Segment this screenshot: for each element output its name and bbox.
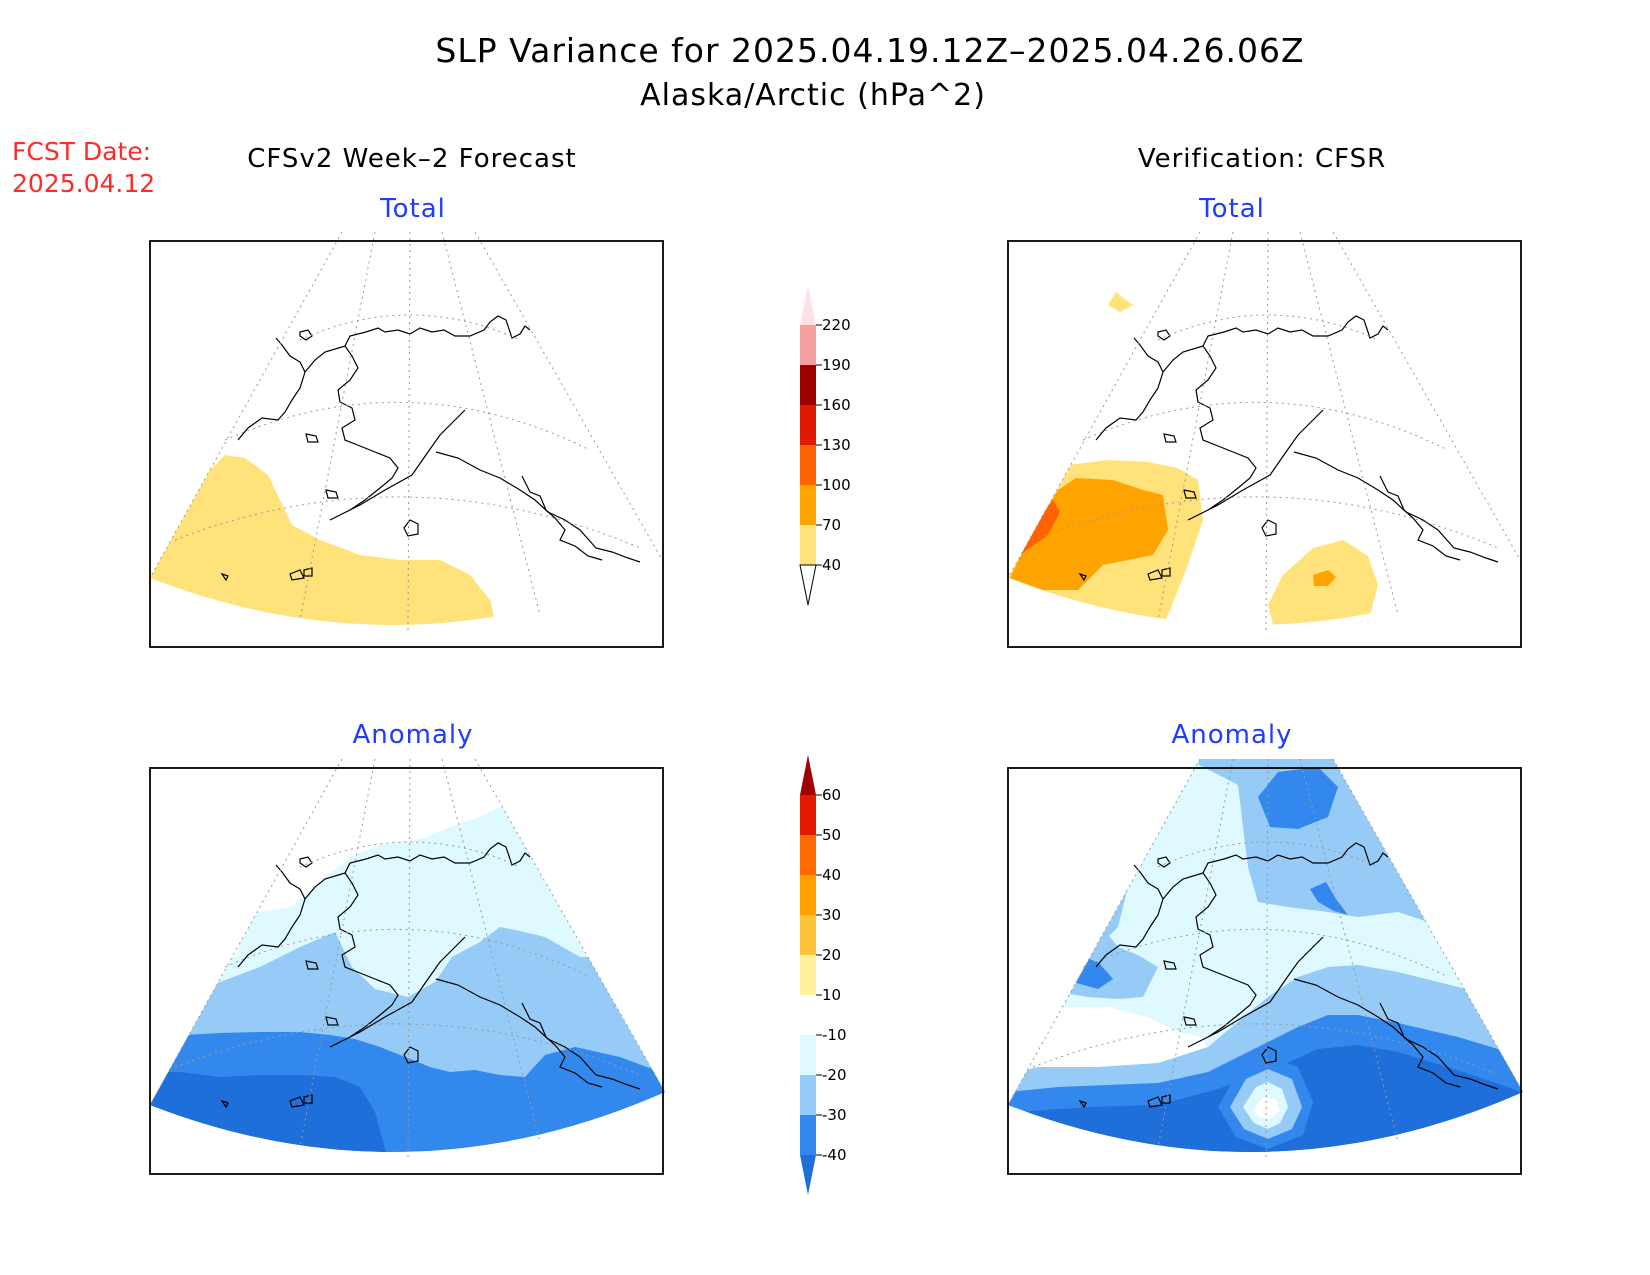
total-verif-40-70-nw-blob xyxy=(1108,292,1133,312)
anom-colorbar-minus20-minus10 xyxy=(800,1035,816,1075)
total-colorbar-label-160: 160 xyxy=(822,396,851,414)
total-right-subtitle: Total xyxy=(1198,194,1265,224)
anomaly-left-subtitle: Anomaly xyxy=(352,720,473,750)
total-colorbar-label-70: 70 xyxy=(822,516,841,534)
anom-colorbar-top-triangle xyxy=(800,755,816,795)
anomaly-colorbar: -40 -30 -20 -10 10 20 30 40 50 60 xyxy=(800,755,847,1195)
total-colorbar-190-220 xyxy=(800,325,816,365)
left-column-title: CFSv2 Week–2 Forecast xyxy=(247,144,576,174)
fcst-date-label: FCST Date: xyxy=(12,137,151,166)
right-column-title: Verification: CFSR xyxy=(1138,144,1386,174)
anom-colorbar-label-minus40: -40 xyxy=(822,1146,847,1164)
total-colorbar: 40 70 100 130 160 190 220 xyxy=(800,285,851,605)
anomaly-verification-map xyxy=(958,759,1558,1179)
total-colorbar-70-100 xyxy=(800,485,816,525)
anom-colorbar-label-60: 60 xyxy=(822,786,841,804)
anom-colorbar-label-40: 40 xyxy=(822,866,841,884)
anom-colorbar-30-40 xyxy=(800,875,816,915)
anom-colorbar-minus10-10 xyxy=(800,995,816,1035)
anom-colorbar-10-20 xyxy=(800,955,816,995)
fcst-date-value: 2025.04.12 xyxy=(12,169,155,198)
total-verif-40-70-east xyxy=(1268,540,1378,640)
total-colorbar-40-70 xyxy=(800,525,816,565)
anom-colorbar-label-minus20: -20 xyxy=(822,1066,847,1084)
anom-colorbar-label-minus30: -30 xyxy=(822,1106,847,1124)
total-left-subtitle: Total xyxy=(379,194,446,224)
anom-fcst-below-30 xyxy=(100,1072,390,1167)
total-forecast-40-70-shading xyxy=(100,455,500,640)
total-colorbar-label-100: 100 xyxy=(822,476,851,494)
total-colorbar-130-160 xyxy=(800,405,816,445)
anom-colorbar-40-50 xyxy=(800,835,816,875)
total-colorbar-label-190: 190 xyxy=(822,356,851,374)
total-colorbar-100-130 xyxy=(800,445,816,485)
figure-subtitle: Alaska/Arctic (hPa^2) xyxy=(640,78,986,113)
total-colorbar-label-40: 40 xyxy=(822,556,841,574)
anomaly-forecast-map xyxy=(100,759,700,1179)
total-forecast-map xyxy=(100,232,665,647)
anom-colorbar-minus40-minus30 xyxy=(800,1115,816,1155)
anom-colorbar-label-50: 50 xyxy=(822,826,841,844)
anomaly-right-subtitle: Anomaly xyxy=(1171,720,1292,750)
total-colorbar-160-190 xyxy=(800,365,816,405)
slp-variance-figure: SLP Variance for 2025.04.19.12Z–2025.04.… xyxy=(0,0,1650,1275)
anom-colorbar-bottom-triangle xyxy=(800,1155,816,1195)
figure-title: SLP Variance for 2025.04.19.12Z–2025.04.… xyxy=(435,31,1304,70)
anom-colorbar-50-60 xyxy=(800,795,816,835)
anom-colorbar-20-30 xyxy=(800,915,816,955)
anom-colorbar-label-10: 10 xyxy=(822,986,841,1004)
total-colorbar-top-triangle xyxy=(800,285,816,325)
total-verification-map xyxy=(958,232,1523,647)
anom-colorbar-label-20: 20 xyxy=(822,946,841,964)
anom-colorbar-minus30-minus20 xyxy=(800,1075,816,1115)
total-colorbar-label-130: 130 xyxy=(822,436,851,454)
anom-fcst-white-nw xyxy=(210,937,240,959)
anom-colorbar-label-30: 30 xyxy=(822,906,841,924)
anom-colorbar-label-minus10: -10 xyxy=(822,1026,847,1044)
total-colorbar-bottom-triangle xyxy=(800,565,816,605)
total-colorbar-label-220: 220 xyxy=(822,316,851,334)
